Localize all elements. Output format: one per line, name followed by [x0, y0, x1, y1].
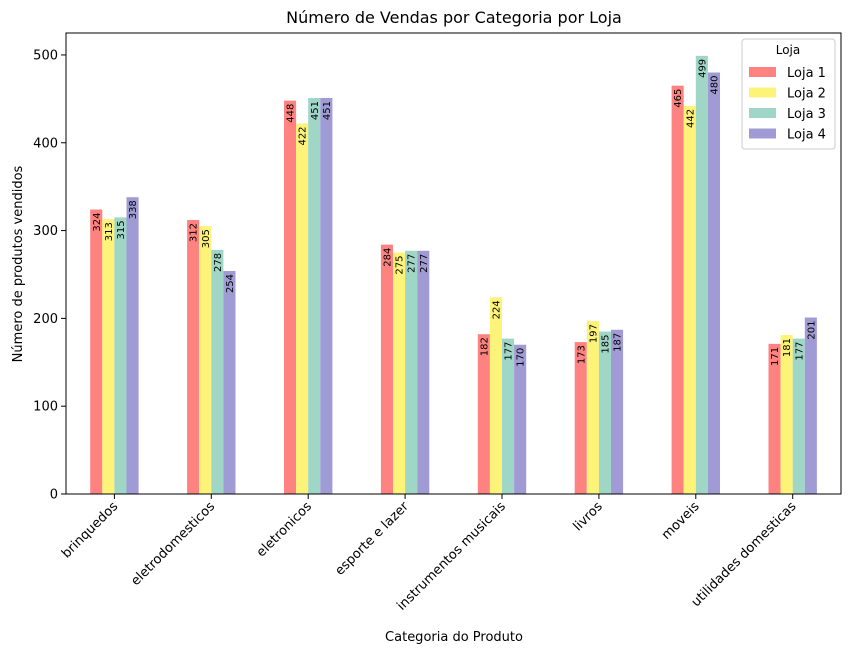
bar: [792, 338, 805, 494]
y-tick-label: 400: [33, 136, 58, 151]
bar-value-label: 278: [213, 253, 224, 272]
plot-frame: [65, 32, 842, 495]
bar-value-label: 451: [310, 101, 321, 120]
bar-value-label: 170: [516, 348, 527, 367]
bar-value-label: 277: [419, 254, 430, 273]
y-tick-label: 500: [33, 48, 58, 63]
bar-value-label: 277: [407, 254, 418, 273]
bar-value-label: 422: [298, 126, 309, 145]
x-tick-label: eletronicos: [254, 499, 315, 560]
legend-label: Loja 1: [787, 66, 826, 81]
bar: [223, 270, 236, 494]
bar-value-label: 181: [782, 338, 793, 357]
bar: [284, 100, 297, 494]
bar: [586, 321, 599, 494]
bar-value-label: 284: [382, 248, 393, 267]
bar: [187, 220, 200, 494]
bar-value-label: 448: [286, 104, 297, 123]
x-tick-label: brinquedos: [59, 499, 121, 561]
bar-value-label: 313: [104, 222, 115, 241]
bar: [114, 217, 127, 494]
y-tick-label: 200: [33, 312, 58, 327]
bar: [393, 252, 406, 494]
legend-swatch: [749, 67, 776, 77]
bar-value-label: 254: [225, 274, 236, 293]
legend-swatch: [749, 87, 776, 98]
bar-value-label: 451: [322, 101, 333, 120]
bar-value-label: 465: [673, 89, 684, 108]
bar-value-label: 197: [588, 324, 599, 343]
bar: [90, 209, 103, 495]
bar: [707, 72, 720, 494]
bar: [489, 297, 502, 494]
legend: Loja Loja 1 Loja 2 Loja 3 Loja 4: [741, 38, 836, 150]
legend-swatch: [749, 128, 776, 139]
bar-value-label: 305: [201, 229, 212, 248]
bar: [320, 97, 333, 494]
bar-value-label: 480: [709, 76, 720, 95]
legend-title: Loja: [776, 43, 801, 57]
bar-value-label: 442: [685, 109, 696, 128]
bar-value-label: 201: [806, 321, 817, 340]
legend-swatch: [749, 108, 776, 118]
bar: [695, 55, 708, 494]
bar: [598, 331, 611, 494]
bar-value-label: 315: [116, 220, 127, 239]
bar-value-label: 312: [189, 223, 200, 242]
bar: [199, 226, 212, 494]
y-tick-label: 0: [50, 488, 58, 503]
bar: [804, 317, 817, 494]
legend-label: Loja 3: [787, 107, 826, 122]
bar-value-label: 173: [576, 345, 587, 364]
bar-value-label: 499: [697, 59, 708, 78]
bar-value-label: 171: [770, 347, 781, 366]
y-axis-label: Número de produtos vendidos: [11, 165, 26, 362]
bar-value-label: 275: [395, 256, 406, 275]
bar: [405, 250, 418, 494]
legend-label: Loja 4: [787, 128, 826, 143]
bar: [296, 123, 309, 494]
x-tick-label: moveis: [659, 499, 703, 543]
bar: [102, 219, 115, 494]
x-tick-label: instrumentos musicais: [394, 499, 509, 614]
bar-value-label: 338: [128, 200, 139, 219]
bar-value-label: 187: [613, 333, 624, 352]
legend-label: Loja 2: [787, 87, 826, 102]
bar: [780, 335, 793, 494]
x-tick-label: livros: [571, 499, 606, 534]
bar: [308, 97, 321, 494]
y-tick-label: 300: [33, 224, 58, 239]
bar: [611, 329, 624, 494]
bar: [683, 105, 696, 495]
legend-frame: [741, 38, 836, 150]
bar-value-label: 177: [504, 342, 515, 361]
bar: [768, 343, 781, 494]
bar: [514, 344, 527, 494]
bar: [126, 197, 139, 495]
bar: [380, 244, 393, 494]
bar: [211, 249, 224, 494]
bar: [574, 342, 587, 494]
bar: [502, 338, 515, 494]
bar-value-label: 324: [92, 212, 103, 231]
bar: [417, 250, 430, 494]
x-tick-label: esporte e lazer: [332, 499, 412, 579]
bar-value-label: 182: [479, 337, 490, 356]
x-tick-label: utilidades domesticas: [689, 499, 800, 610]
x-axis-label: Categoria do Produto: [385, 630, 523, 645]
bar: [477, 334, 490, 494]
bar-value-label: 185: [600, 335, 611, 354]
x-tick-label: eletrodomesticos: [128, 499, 218, 589]
bar-value-label: 177: [794, 342, 805, 361]
chart-title: Número de Vendas por Categoria por Loja: [286, 8, 622, 27]
bar-value-label: 224: [491, 300, 502, 319]
y-tick-label: 100: [33, 400, 58, 415]
bar: [671, 85, 684, 494]
